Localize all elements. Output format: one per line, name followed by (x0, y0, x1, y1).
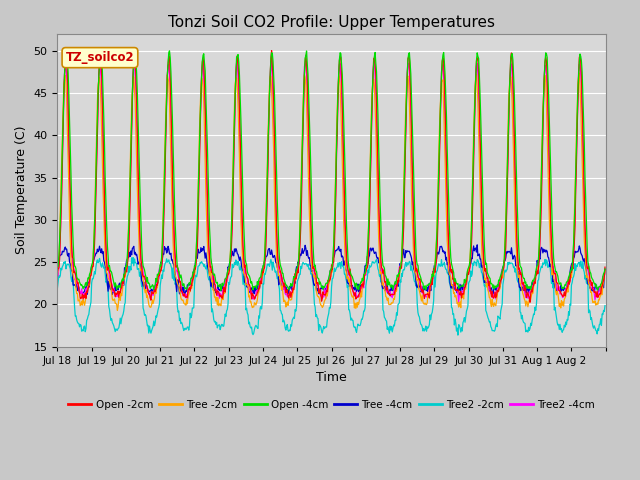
Text: TZ_soilco2: TZ_soilco2 (66, 51, 134, 64)
Title: Tonzi Soil CO2 Profile: Upper Temperatures: Tonzi Soil CO2 Profile: Upper Temperatur… (168, 15, 495, 30)
Y-axis label: Soil Temperature (C): Soil Temperature (C) (15, 126, 28, 254)
Legend: Open -2cm, Tree -2cm, Open -4cm, Tree -4cm, Tree2 -2cm, Tree2 -4cm: Open -2cm, Tree -2cm, Open -4cm, Tree -4… (64, 396, 599, 414)
X-axis label: Time: Time (316, 371, 347, 384)
